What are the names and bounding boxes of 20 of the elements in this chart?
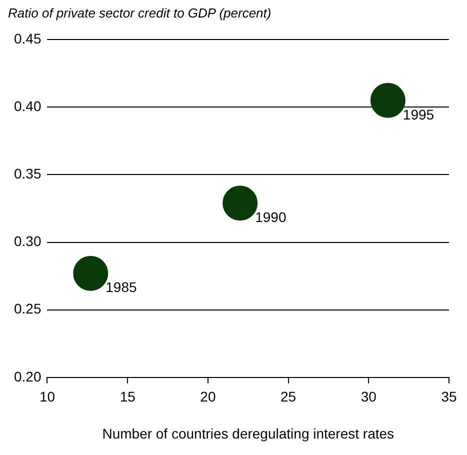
- y-tick-label: 0.25: [14, 300, 42, 317]
- x-axis-title: Number of countries deregulating interest rates: [102, 425, 394, 442]
- x-tick-label: 25: [280, 388, 296, 405]
- y-tick-label: 0.40: [14, 98, 42, 114]
- y-tick-label: 0.35: [14, 166, 42, 182]
- y-tick-label: 0.30: [14, 233, 42, 250]
- y-tick-label: 0.45: [14, 30, 42, 46]
- x-tick-label: 35: [441, 388, 457, 405]
- x-tick-label: 30: [360, 388, 377, 405]
- y-tick-label: 0.20: [14, 368, 42, 384]
- annotation: 1995: [402, 106, 434, 122]
- x-tick-label: 10: [39, 388, 56, 405]
- annotation: 1990: [255, 208, 286, 225]
- annotation: 1985: [106, 279, 137, 296]
- y-axis-title: Ratio of private sector credit to GDP (percent): [8, 5, 272, 20]
- point: [222, 186, 258, 221]
- x-tick-label: 15: [120, 388, 136, 405]
- point: [370, 82, 406, 118]
- point: [73, 256, 108, 291]
- x-tick-label: 20: [200, 388, 216, 405]
